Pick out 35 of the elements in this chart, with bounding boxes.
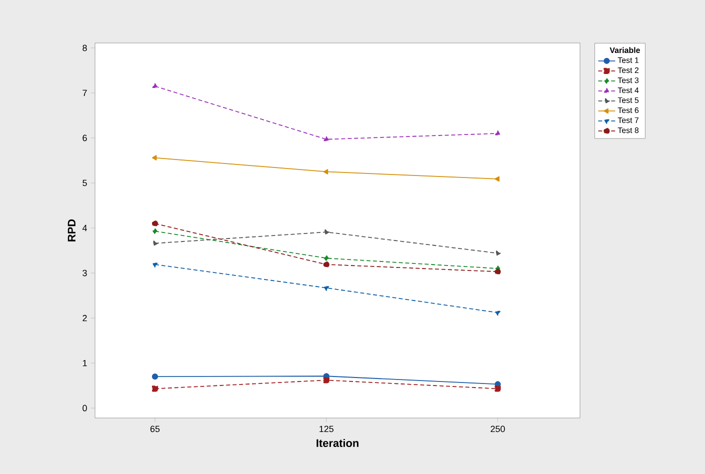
point [152,386,158,392]
point [152,83,158,88]
y-tick-label: 1 [82,360,87,366]
point [494,386,501,392]
point [152,262,158,268]
x-tick-label: 250 [490,426,505,432]
point [324,286,330,291]
y-tick-label: 8 [82,44,87,52]
point [323,261,330,268]
y-tick-label: 7 [82,90,87,96]
point [152,374,158,380]
point [495,130,500,136]
point [153,240,158,246]
point [496,250,501,256]
x-tick-label: 65 [150,426,160,432]
point [494,176,500,182]
y-axis-title: RPD [68,219,76,242]
point [495,310,500,316]
y-tick-label: 4 [82,224,87,232]
point [324,255,329,262]
point [323,377,330,384]
point [152,228,158,234]
point [324,136,330,142]
point [152,220,158,227]
y-tick-label: 5 [82,180,87,186]
y-tick-label: 0 [82,404,87,412]
point [323,169,328,174]
x-axis-title: Iteration [316,438,358,447]
x-tick-label: 125 [320,426,334,432]
y-tick-label: 3 [82,270,87,276]
point [494,268,501,275]
point [324,229,330,235]
point [152,155,157,160]
y-tick-label: 2 [82,314,87,322]
y-tick-label: 6 [82,134,87,142]
